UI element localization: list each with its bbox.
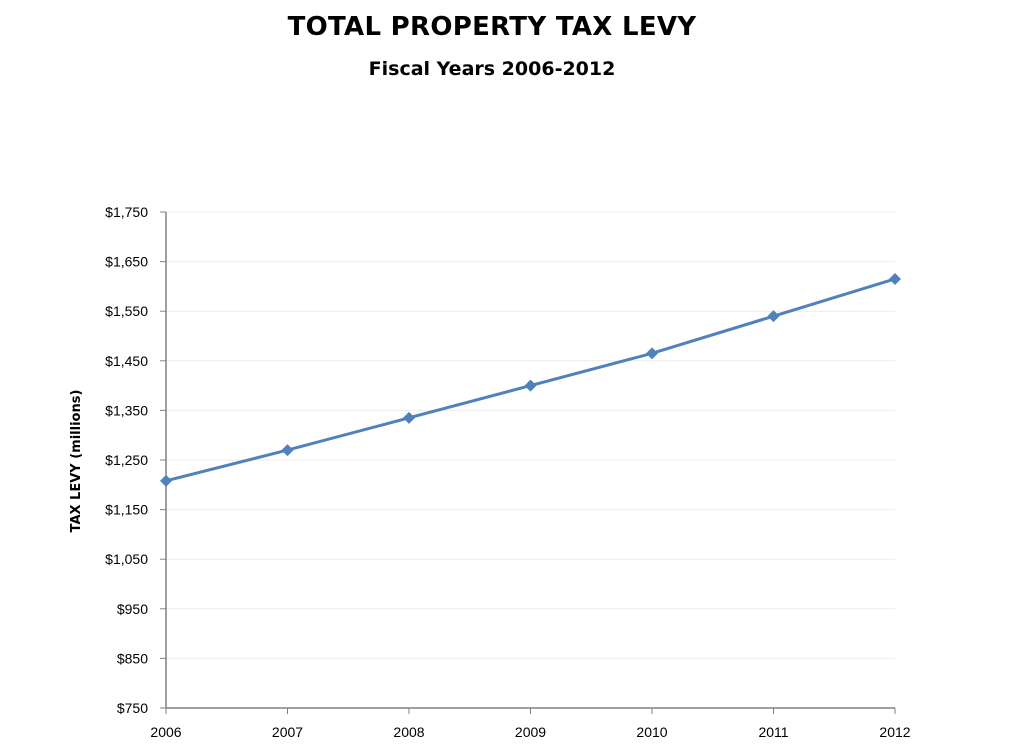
y-tick-label: $950 <box>117 601 148 617</box>
axes <box>160 211 896 714</box>
y-axis-label: TAX LEVY (millions) <box>69 390 84 533</box>
data-point-2007 <box>281 444 294 457</box>
y-tick-labels: $750 $850 $950 $1,050 $1,150 $1,250 $1,350 $1,4… <box>105 204 148 716</box>
y-tick-label: $1,350 <box>105 402 148 418</box>
x-tick-label: 2011 <box>758 724 788 740</box>
gridlines <box>166 211 895 659</box>
series-tax-levy <box>160 272 901 487</box>
data-point-2009 <box>524 379 537 392</box>
y-tick-label: $1,550 <box>105 303 148 319</box>
y-tick-label: $850 <box>117 650 148 666</box>
x-tick-label: 2007 <box>272 724 303 740</box>
chart-subtitle: Fiscal Years 2006-2012 <box>368 58 616 80</box>
x-tick-label: 2008 <box>393 724 424 740</box>
x-tick-label: 2006 <box>150 724 181 740</box>
y-tick-label: $1,050 <box>105 551 148 567</box>
y-tick-label: $1,450 <box>105 353 148 369</box>
data-point-2008 <box>403 411 415 424</box>
data-point-2012 <box>889 272 901 285</box>
y-tick-label: $750 <box>117 700 148 716</box>
data-point-2010 <box>646 347 658 360</box>
y-tick-label: $1,150 <box>105 502 148 518</box>
data-point-2006 <box>160 474 172 487</box>
y-tick-label: $1,650 <box>105 254 148 270</box>
data-point-2011 <box>767 310 780 323</box>
chart-title: TOTAL PROPERTY TAX LEVY <box>287 12 697 42</box>
y-tick-label: $1,250 <box>105 452 148 468</box>
x-tick-labels: 2006 2007 2008 2009 2010 2011 2012 <box>150 724 910 740</box>
x-tick-label: 2012 <box>879 724 910 740</box>
x-tick-label: 2009 <box>515 724 546 740</box>
x-tick-label: 2010 <box>636 724 667 740</box>
y-tick-label: $1,750 <box>105 204 148 220</box>
